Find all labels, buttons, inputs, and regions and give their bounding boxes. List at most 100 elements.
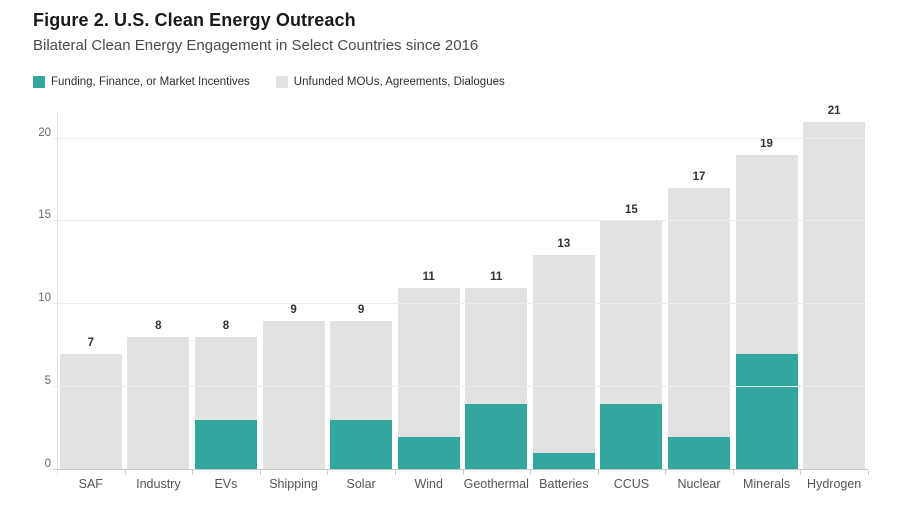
x-tick	[597, 470, 599, 475]
bar-stack[interactable]	[127, 337, 190, 470]
x-label-solar: Solar	[346, 477, 376, 491]
bar-column-geothermal: 11	[462, 112, 530, 470]
chart-legend: Funding, Finance, or Market Incentives Un…	[33, 76, 505, 88]
unfunded-segment[interactable]	[127, 337, 190, 470]
bar-column-evs: 8	[192, 112, 260, 470]
bar-total-label: 19	[760, 138, 773, 151]
funded-segment[interactable]	[194, 420, 257, 470]
gridline	[53, 303, 868, 305]
funded-segment[interactable]	[735, 353, 798, 470]
figure-subtitle: Bilateral Clean Energy Engagement in Sel…	[33, 37, 479, 54]
bar-stack[interactable]	[59, 353, 122, 470]
x-axis-labels: SAF Industry EVs Shipping Solar Wind Geotherma…	[57, 477, 868, 491]
funded-segment[interactable]	[600, 403, 663, 470]
funded-segment[interactable]	[465, 403, 528, 470]
bar-total-label: 11	[422, 270, 435, 283]
bar-stack[interactable]	[803, 121, 866, 470]
y-tick-label: 15	[38, 209, 51, 222]
unfunded-segment[interactable]	[735, 155, 798, 354]
bar-stack[interactable]	[735, 155, 798, 470]
y-tick-label: 10	[38, 292, 51, 305]
x-tick	[394, 470, 396, 475]
legend-item: Unfunded MOUs, Agreements, Dialogues	[275, 76, 505, 88]
gridline	[53, 137, 868, 139]
unfunded-segment[interactable]	[667, 188, 730, 437]
unfunded-segment[interactable]	[532, 254, 595, 454]
bar-total-label: 8	[222, 320, 230, 333]
x-label-evs: EVs	[214, 477, 238, 491]
x-label-saf: SAF	[78, 477, 103, 491]
unfunded-segment[interactable]	[397, 287, 460, 437]
bar-column-saf: 7	[57, 112, 125, 470]
bar-column-solar: 9	[327, 112, 395, 470]
bars-container: 7 8 8 9 9 11 11 13 15 17 19 21	[57, 105, 868, 470]
x-label-shipping: Shipping	[269, 477, 318, 491]
x-label-wind: Wind	[414, 477, 443, 491]
unfunded-segment[interactable]	[262, 320, 325, 470]
bar-total-label: 8	[155, 320, 162, 333]
bar-total-label: 15	[625, 204, 638, 217]
y-tick-label: 20	[38, 126, 51, 139]
x-tick	[530, 470, 532, 475]
bar-total-label: 13	[557, 237, 571, 250]
plot-area: 7 8 8 9 9 11 11 13 15 17 19 21 0 5 10 15 20	[38, 105, 869, 475]
x-label-hydrogen: Hydrogen	[807, 477, 862, 491]
bar-total-label: 9	[290, 303, 297, 316]
unfunded-segment[interactable]	[803, 121, 866, 470]
x-label-nuclear: Nuclear	[677, 477, 721, 491]
unfunded-segment[interactable]	[194, 337, 257, 421]
x-tick	[868, 470, 869, 475]
funded-segment[interactable]	[667, 436, 730, 470]
unfunded-segment[interactable]	[465, 287, 528, 404]
bar-total-label: 11	[490, 270, 503, 283]
legend-label: Unfunded MOUs, Agreements, Dialogues	[293, 76, 505, 88]
bar-column-shipping: 9	[260, 112, 328, 470]
bar-total-label: 7	[87, 336, 94, 349]
x-tick	[259, 470, 261, 475]
bar-stack[interactable]	[667, 188, 730, 470]
legend-swatch-icon	[33, 76, 45, 88]
x-label-ccus: CCUS	[613, 477, 650, 491]
bar-column-industry: 8	[125, 112, 193, 470]
x-tick	[192, 470, 194, 475]
x-label-industry: Industry	[136, 477, 181, 491]
bar-stack[interactable]	[330, 320, 393, 470]
x-label-geothermal: Geothermal	[463, 477, 529, 491]
legend-swatch-icon	[275, 76, 288, 88]
unfunded-segment[interactable]	[330, 320, 393, 421]
bar-stack[interactable]	[397, 287, 460, 470]
bar-stack[interactable]	[262, 320, 325, 470]
x-label-batteries: Batteries	[539, 477, 589, 491]
x-tick	[327, 470, 329, 475]
x-tick	[665, 470, 667, 475]
bar-stack[interactable]	[532, 254, 595, 470]
y-tick-label: 5	[44, 375, 51, 388]
bar-total-label: 17	[692, 171, 706, 184]
funded-segment[interactable]	[532, 453, 595, 470]
bar-column-wind: 11	[395, 112, 463, 470]
bar-stack[interactable]	[600, 221, 663, 470]
bar-column-batteries: 13	[530, 112, 598, 470]
legend-label: Funding, Finance, or Market Incentives	[51, 76, 250, 88]
funded-segment[interactable]	[397, 436, 460, 470]
figure-title: Figure 2. U.S. Clean Energy Outreach	[33, 10, 356, 30]
bar-column-nuclear: 17	[665, 112, 733, 470]
bar-stack[interactable]	[194, 337, 257, 470]
funded-segment[interactable]	[330, 420, 393, 470]
unfunded-segment[interactable]	[600, 221, 663, 404]
x-tick	[462, 470, 464, 475]
bar-total-label: 21	[827, 104, 841, 117]
y-axis-line	[57, 112, 58, 475]
bar-column-ccus: 15	[598, 112, 666, 470]
x-tick	[800, 470, 802, 475]
legend-item: Funding, Finance, or Market Incentives	[33, 76, 250, 88]
unfunded-segment[interactable]	[59, 353, 122, 470]
bar-total-label: 9	[357, 303, 365, 316]
gridline	[53, 220, 868, 222]
bar-column-hydrogen: 21	[800, 105, 868, 470]
gridline	[53, 386, 868, 388]
y-tick-label: 0	[44, 458, 51, 470]
x-tick	[124, 470, 126, 475]
bar-stack[interactable]	[465, 287, 528, 470]
